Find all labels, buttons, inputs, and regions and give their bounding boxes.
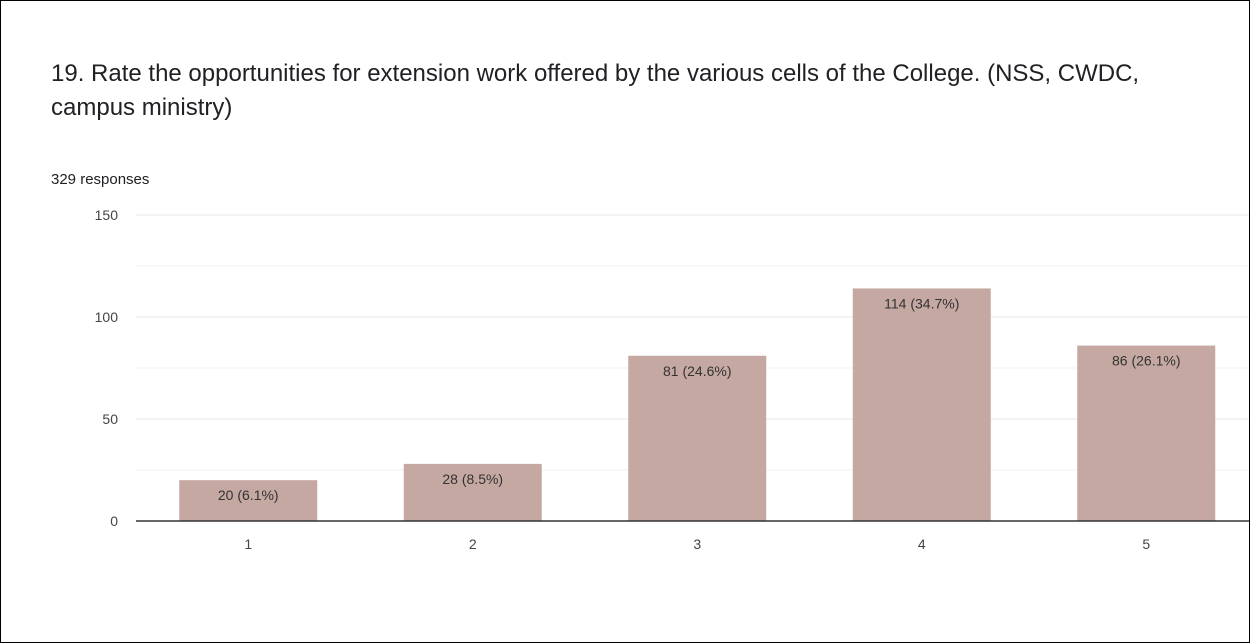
bar-4 [852,288,991,521]
bar-data-label: 20 (6.1%) [218,487,279,503]
y-tick-label: 100 [95,309,119,325]
x-tick-label: 5 [1142,536,1150,552]
y-tick-label: 0 [110,513,118,529]
response-count: 329 responses [51,171,150,188]
y-axis-ticks: 0 50 100 150 [95,207,119,529]
bar-data-label: 114 (34.7%) [884,295,959,311]
bar-data-label: 86 (26.1%) [1112,353,1180,369]
bar-2 [403,463,542,521]
bars [179,288,1216,521]
x-axis-ticks: 1 2 3 4 5 [244,536,1150,552]
x-tick-label: 4 [918,536,926,552]
bar-1 [179,480,318,521]
x-tick-label: 3 [693,536,701,552]
bar-3 [628,355,767,521]
bar-data-label: 81 (24.6%) [663,363,731,379]
bar-data-labels: 20 (6.1%) 28 (8.5%) 81 (24.6%) 114 (34.7%) 8… [218,295,1181,503]
y-tick-label: 50 [102,411,118,427]
question-title: 19. Rate the opportunities for extension… [51,60,1140,121]
x-tick-label: 2 [469,536,477,552]
bar-data-label: 28 (8.5%) [442,471,503,487]
y-tick-label: 150 [95,207,119,223]
bar-5 [1077,345,1216,521]
x-tick-label: 1 [244,536,252,552]
